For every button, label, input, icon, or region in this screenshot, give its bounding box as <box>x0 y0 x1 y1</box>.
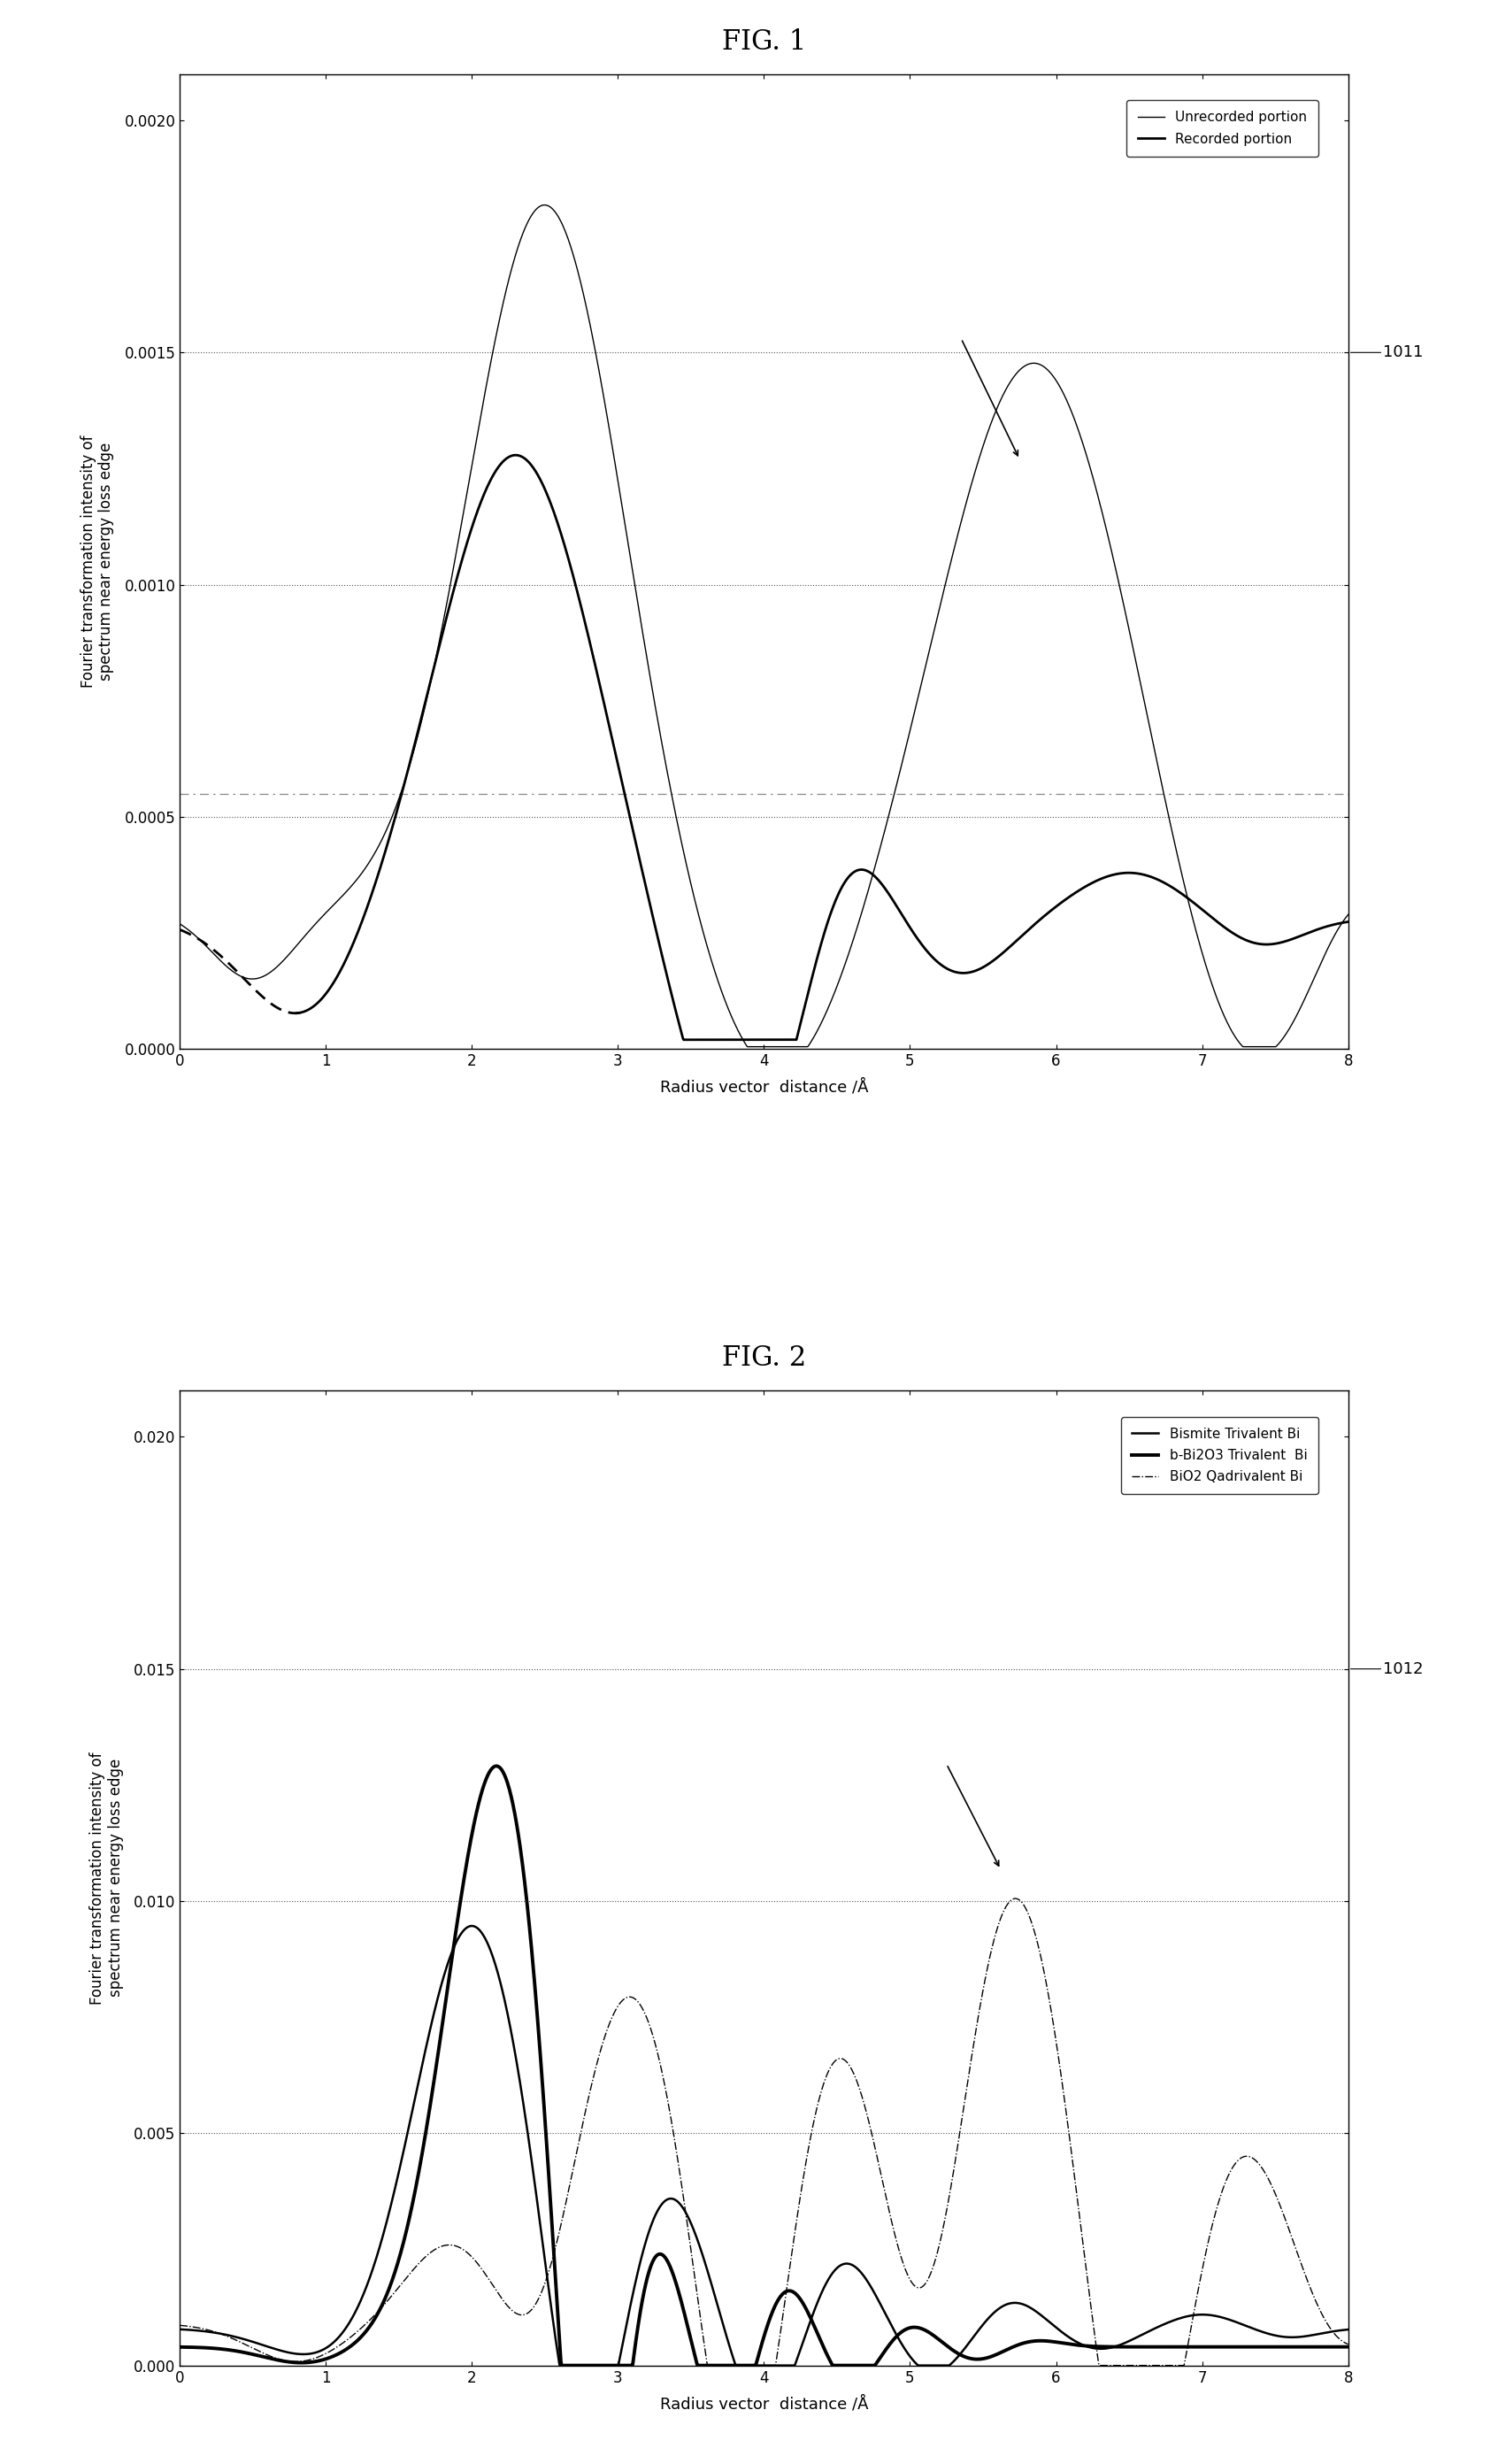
Text: 1011: 1011 <box>1383 345 1423 360</box>
X-axis label: Radius vector  distance /Å: Radius vector distance /Å <box>659 1079 869 1096</box>
Legend: Bismite Trivalent Bi, b-Bi2O3 Trivalent  Bi, BiO2 Qadrivalent Bi: Bismite Trivalent Bi, b-Bi2O3 Trivalent … <box>1121 1417 1318 1493</box>
Y-axis label: Fourier transformation intensity of
spectrum near energy loss edge: Fourier transformation intensity of spec… <box>90 1752 124 2003</box>
Title: FIG. 2: FIG. 2 <box>722 1345 806 1372</box>
Legend: Unrecorded portion, Recorded portion: Unrecorded portion, Recorded portion <box>1126 101 1318 158</box>
Y-axis label: Fourier transformation intensity of
spectrum near energy loss edge: Fourier transformation intensity of spec… <box>79 436 114 687</box>
X-axis label: Radius vector  distance /Å: Radius vector distance /Å <box>659 2395 869 2412</box>
Title: FIG. 1: FIG. 1 <box>722 27 806 57</box>
Text: 1012: 1012 <box>1383 1661 1423 1678</box>
